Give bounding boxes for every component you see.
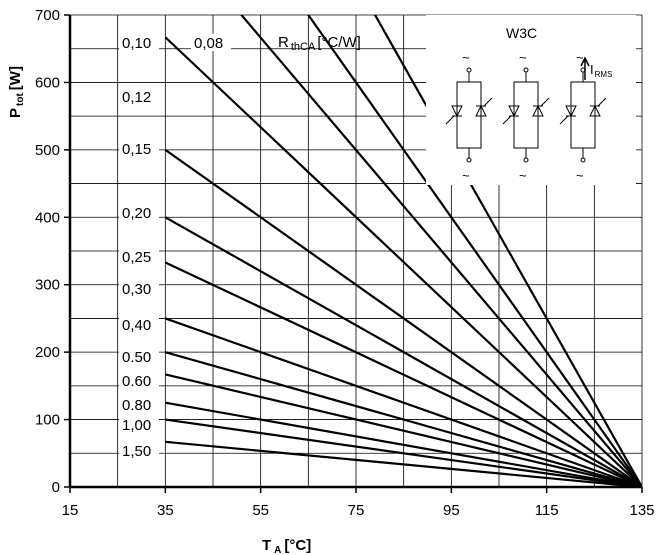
series-label-bg	[119, 396, 159, 413]
series-label: 0.50	[122, 349, 151, 366]
series-label: 0,12	[122, 89, 151, 106]
y-tick-label: 300	[35, 277, 60, 294]
y-tick-label: 100	[35, 412, 60, 429]
series-line-1-00	[165, 418, 642, 487]
x-tick-label: 35	[157, 502, 174, 519]
ac-terminal-label: ~	[576, 168, 584, 183]
series-line-0-30	[164, 261, 642, 487]
series-label-bg	[119, 348, 159, 365]
series-label-bg	[119, 316, 159, 333]
x-tick-label: 55	[252, 502, 269, 519]
series-line-0-15	[164, 36, 642, 487]
y-tick-label: 0	[52, 479, 60, 496]
series-lines	[164, 15, 642, 487]
y-tick-label: 400	[35, 209, 60, 226]
series-line-0-40	[164, 317, 642, 487]
series-label-bg	[119, 248, 159, 265]
series-line-0-10	[306, 15, 642, 487]
y-tick-label: 700	[35, 7, 60, 24]
y-tick-label: 600	[35, 74, 60, 91]
inset-current-label: IRMS	[590, 62, 612, 79]
series-line-0-12	[239, 15, 642, 487]
series-line-0-50	[165, 351, 642, 487]
x-tick-label: 115	[535, 502, 559, 519]
series-label-bg	[119, 372, 159, 389]
y-axis-title: Ptot[W]	[7, 66, 26, 118]
y-tick-label: 500	[35, 142, 60, 159]
tick-labels: 0 100 200 300 400 500 600 700 15 35 55 75 95 115 135	[35, 7, 655, 519]
series-line-0-60	[165, 373, 642, 487]
series-label: 0,40	[122, 317, 151, 334]
series-line-0-25	[164, 216, 642, 487]
thyristor-leg: ~~	[559, 50, 607, 183]
series-label: 0,08	[194, 35, 223, 52]
ac-terminal-label: ~	[462, 168, 470, 183]
series-label: 0,30	[122, 281, 151, 298]
circuit-inset: W3C ~~~~~~ IRMS	[426, 15, 636, 185]
series-label: 1,00	[122, 417, 151, 434]
series-label-bg	[191, 34, 231, 51]
x-tick-label: 15	[62, 502, 79, 519]
series-labels: 0,08 0,10 0,12 0,15 0,20 0,25 0,30 0,40 0.50 0.60…	[119, 34, 231, 460]
series-label-bg	[119, 442, 159, 459]
series-label-bg	[119, 140, 159, 157]
ac-terminal-label: ~	[576, 50, 584, 65]
series-label: 0,15	[122, 141, 151, 158]
series-line-1-50	[165, 440, 642, 487]
series-label: 0,20	[122, 205, 151, 222]
series-label-bg	[119, 280, 159, 297]
x-axis-title: T A [°C]	[262, 537, 311, 555]
current-arrow-icon	[580, 56, 590, 80]
ac-terminal-label: ~	[519, 50, 527, 65]
ac-terminal-label: ~	[519, 168, 527, 183]
series-label-bg	[119, 34, 159, 51]
thyristor-leg: ~~	[445, 50, 493, 183]
series-label: 1,50	[122, 443, 151, 460]
series-label: 0.80	[122, 397, 151, 414]
series-label: 0.60	[122, 373, 151, 390]
series-label-bg	[119, 204, 159, 221]
series-label: 0,25	[122, 249, 151, 266]
x-tick-label: 75	[348, 502, 365, 519]
ac-terminal-label: ~	[462, 50, 470, 65]
series-label: 0,10	[122, 35, 151, 52]
thyristor-leg: ~~	[502, 50, 550, 183]
series-label-bg	[119, 88, 159, 105]
series-line-0-80	[165, 401, 642, 487]
y-tick-label: 200	[35, 344, 60, 361]
inset-title: W3C	[506, 25, 537, 41]
series-line-0-08	[373, 15, 642, 487]
series-label-bg	[119, 416, 159, 433]
x-tick-label: 135	[629, 502, 654, 519]
x-tick-label: 95	[443, 502, 460, 519]
series-line-0-20	[164, 148, 642, 487]
